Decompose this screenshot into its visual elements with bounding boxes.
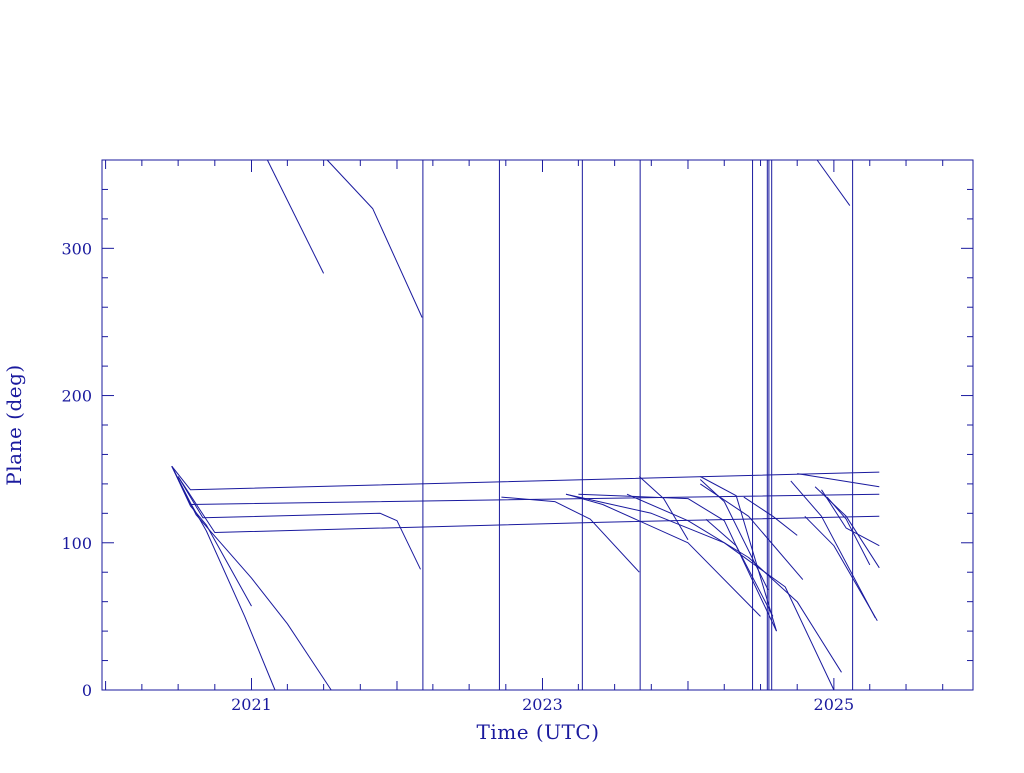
series-line (700, 476, 777, 632)
x-axis-label: Time (UTC) (477, 720, 600, 744)
x-tick-label: 2021 (231, 695, 272, 714)
y-tick-label: 0 (82, 681, 92, 700)
plot-frame (101, 159, 974, 691)
series-line (797, 473, 880, 488)
y-tick-label: 300 (61, 239, 92, 258)
series-line (826, 496, 871, 566)
series-line (177, 476, 421, 570)
series-line (638, 476, 689, 541)
ticks-layer: 0 100 200 300 2021 2023 2025 (61, 160, 973, 714)
series-line (626, 493, 842, 673)
series-line (326, 159, 423, 318)
series-line (177, 476, 880, 533)
plot-border (101, 159, 974, 691)
series-line (699, 479, 769, 591)
y-tick-label: 200 (61, 387, 92, 406)
series-line (565, 493, 835, 691)
series-line (821, 489, 880, 547)
series-line (501, 496, 640, 573)
series-line (816, 159, 851, 206)
series-line (565, 493, 761, 617)
labels-layer: Time (UTC) Plane (deg) (2, 364, 600, 744)
series-line (700, 483, 804, 580)
x-tick-label: 2023 (522, 695, 563, 714)
series-layer (171, 159, 880, 691)
series-line (171, 465, 880, 505)
vertical-lines-layer (422, 160, 854, 690)
y-tick-label: 100 (61, 534, 92, 553)
series-line (705, 518, 774, 617)
series-line (743, 496, 798, 536)
series-line (171, 465, 880, 491)
series-line (814, 486, 880, 569)
series-line (171, 465, 252, 607)
series-line (266, 159, 325, 274)
series-line (171, 465, 332, 691)
x-tick-label: 2025 (814, 695, 855, 714)
y-axis-label: Plane (deg) (2, 364, 26, 485)
series-line (578, 493, 777, 632)
series-line (790, 480, 876, 619)
series-line (804, 515, 878, 622)
